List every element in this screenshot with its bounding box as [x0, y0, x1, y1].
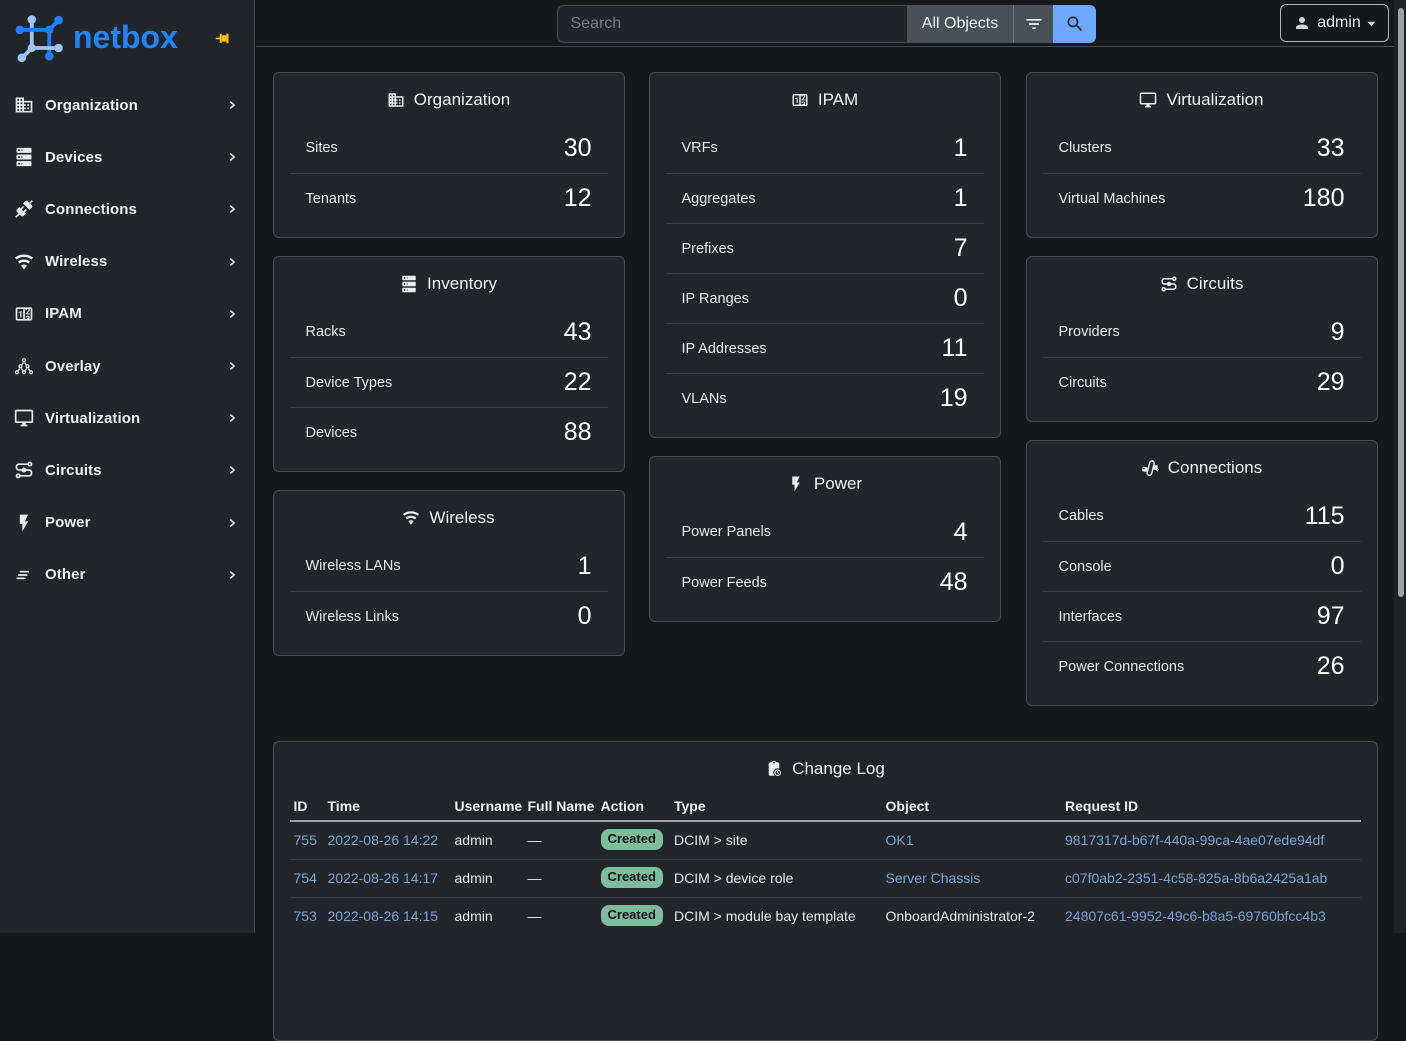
svg-text:netbox: netbox: [73, 19, 178, 55]
